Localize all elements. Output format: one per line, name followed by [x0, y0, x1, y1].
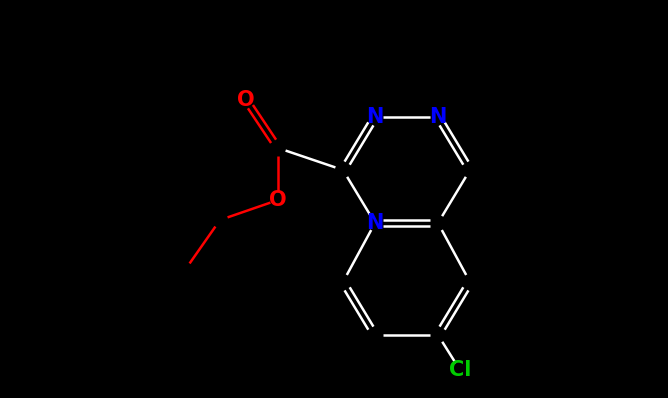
- Text: N: N: [430, 107, 447, 127]
- Text: O: O: [269, 190, 287, 210]
- Text: Cl: Cl: [449, 360, 471, 380]
- Text: N: N: [366, 107, 383, 127]
- Text: N: N: [366, 213, 383, 233]
- Text: O: O: [237, 90, 255, 110]
